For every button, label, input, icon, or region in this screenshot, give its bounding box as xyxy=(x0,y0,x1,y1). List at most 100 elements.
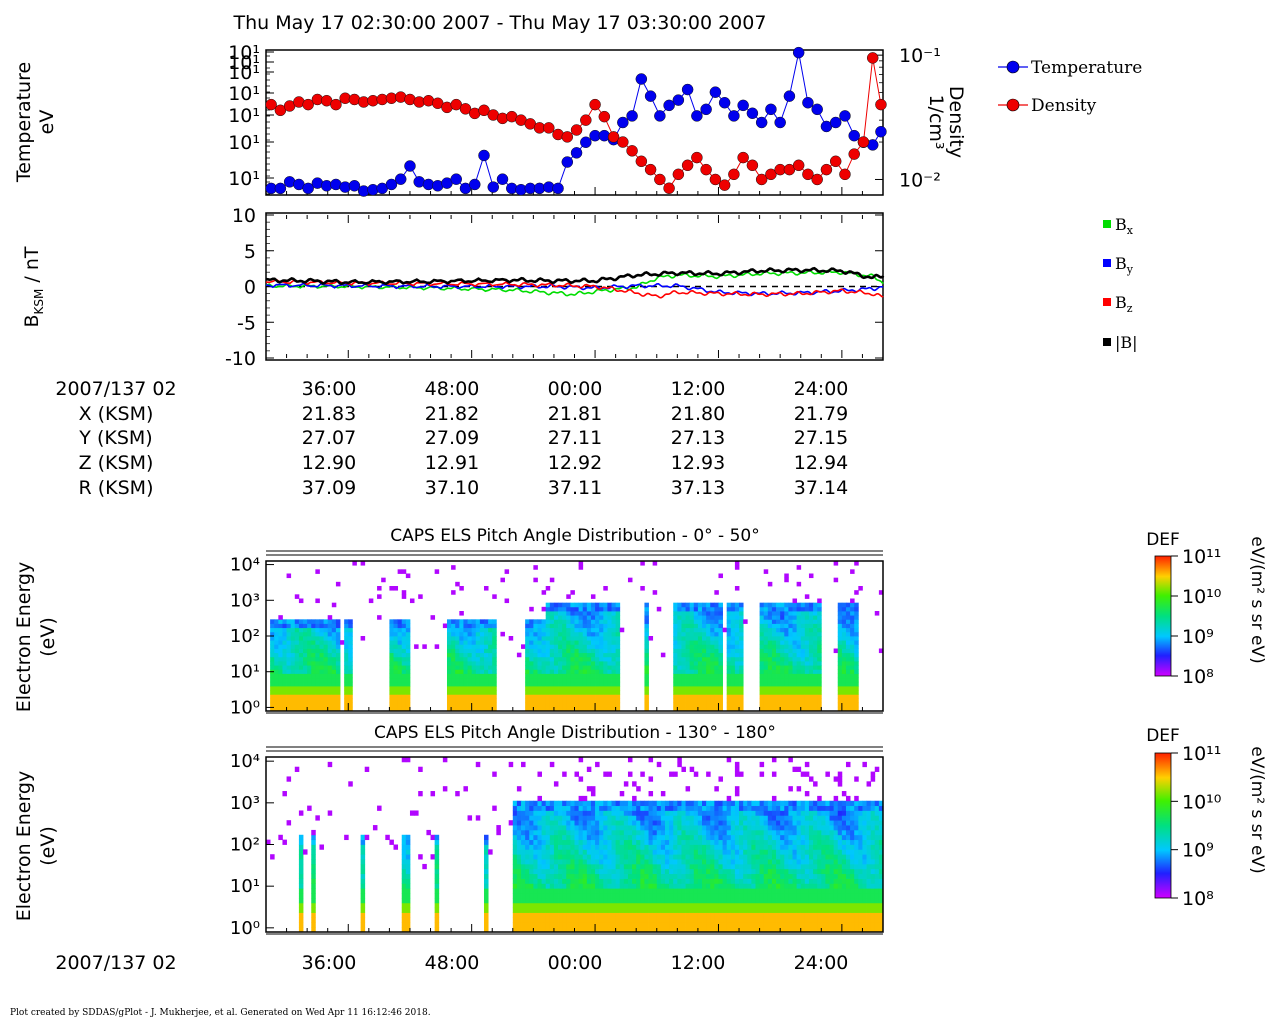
spectrogram-cell xyxy=(537,825,542,830)
spectrogram-cell xyxy=(278,661,283,666)
spectrogram-cell xyxy=(727,757,732,762)
spectrogram-cell xyxy=(673,628,678,633)
spectrogram-cell xyxy=(616,874,621,879)
spectrogram-cell xyxy=(575,649,580,654)
spectrogram-cell xyxy=(813,649,818,654)
spectrogram-cell xyxy=(472,694,477,699)
spectrogram-cell xyxy=(698,624,703,629)
spectrogram-cell xyxy=(319,665,324,670)
spectrogram-cell xyxy=(776,686,781,691)
spectrogram-cell xyxy=(681,649,686,654)
spectrogram-cell xyxy=(307,699,312,704)
spectrogram-cell xyxy=(673,898,678,903)
spectrogram-cell xyxy=(570,864,575,869)
spectrogram-cell xyxy=(612,806,617,811)
spectrogram-cell xyxy=(838,628,843,633)
spectrogram-cell xyxy=(303,628,308,633)
spectrogram-cell xyxy=(583,864,588,869)
spectrogram-cell xyxy=(583,682,588,687)
bx-legend-label: Bx xyxy=(1115,215,1134,237)
spectrogram-cell xyxy=(644,694,649,699)
temperature-point xyxy=(497,174,508,185)
spectrogram-cell xyxy=(776,825,781,830)
spectrogram-cell xyxy=(533,854,538,859)
spectrogram-cell xyxy=(295,628,300,633)
spectrogram-cell xyxy=(459,636,464,641)
spectrogram-cell xyxy=(755,888,760,893)
spectrogram-cell xyxy=(463,619,468,624)
spectrogram-cell xyxy=(328,694,333,699)
spectrogram-cell xyxy=(583,835,588,840)
spectrogram-cell xyxy=(451,674,456,679)
spectrogram-cell xyxy=(677,830,682,835)
spectrogram-cell xyxy=(558,686,563,691)
spectrogram-cell xyxy=(562,913,567,918)
spectrogram-cell xyxy=(558,682,563,687)
spectrogram-cell xyxy=(690,644,695,649)
spectrogram-cell xyxy=(562,669,567,674)
spectrogram-cell xyxy=(595,830,600,835)
spectrogram-cell xyxy=(854,686,859,691)
spectrogram-cell xyxy=(402,594,407,599)
spectrogram-cell xyxy=(546,830,551,835)
spectrogram-cell xyxy=(451,694,456,699)
spectrogram-cell xyxy=(632,869,637,874)
spectrogram-cell xyxy=(620,893,625,898)
spectrogram-cell xyxy=(583,854,588,859)
spectrogram-cell xyxy=(583,619,588,624)
spectrogram-cell xyxy=(797,903,802,908)
spectrogram-cell xyxy=(583,898,588,903)
spectrogram-cell xyxy=(690,864,695,869)
spectrogram-cell xyxy=(760,854,765,859)
spectrogram-cell xyxy=(764,657,769,662)
spectrogram-cell xyxy=(575,835,580,840)
spectrogram-cell xyxy=(673,879,678,884)
spectrogram-cell xyxy=(735,825,740,830)
spectrogram-cell xyxy=(702,840,707,845)
spectrogram-cell xyxy=(801,636,806,641)
spectrogram-cell xyxy=(521,903,526,908)
spectrogram-cell xyxy=(550,669,555,674)
spectrogram-cell xyxy=(620,903,625,908)
spectrogram-cell xyxy=(505,599,510,604)
spectrogram-cell xyxy=(529,908,534,913)
spectrogram-cell xyxy=(735,874,740,879)
spectrogram-cell xyxy=(336,628,341,633)
spectrogram-cell xyxy=(315,686,320,691)
spectrogram-cell xyxy=(686,640,691,645)
spectrogram-cell xyxy=(402,649,407,654)
spectrogram-cell xyxy=(274,665,279,670)
spectrogram-cell xyxy=(455,682,460,687)
spectrogram-cell xyxy=(299,694,304,699)
spectrogram-cell xyxy=(554,632,559,637)
spectrogram-cell xyxy=(657,893,662,898)
spectrogram-cell xyxy=(587,883,592,888)
spectrogram-cell xyxy=(649,840,654,845)
spectrogram-cell xyxy=(603,845,608,850)
spectrogram-cell xyxy=(768,820,773,825)
spectrogram-cell xyxy=(583,615,588,620)
spectrogram-cell xyxy=(348,703,353,708)
spectrogram-cell xyxy=(278,636,283,641)
spectrogram-cell xyxy=(755,903,760,908)
temperature-legend-marker xyxy=(1007,61,1019,73)
density-point xyxy=(543,122,554,133)
spectrogram-cell xyxy=(554,607,559,612)
spectrogram-cell xyxy=(616,888,621,893)
spectrogram-cell xyxy=(797,908,802,913)
spectrogram-cell xyxy=(628,859,633,864)
spectrogram-cell xyxy=(644,636,649,641)
spectrogram-cell xyxy=(632,874,637,879)
spectrogram-cell xyxy=(788,810,793,815)
spectrogram-cell xyxy=(513,913,518,918)
spectrogram-cell xyxy=(686,653,691,658)
spectrogram-cell xyxy=(616,686,621,691)
spectrogram-cell xyxy=(640,854,645,859)
spectrogram-cell xyxy=(533,694,538,699)
spectrogram-cell xyxy=(698,830,703,835)
spectrogram-cell xyxy=(472,632,477,637)
spectrogram-cell xyxy=(653,830,658,835)
spectrogram-0-50-ylabel: Electron Energy xyxy=(13,562,35,713)
spectrogram-cell xyxy=(760,840,765,845)
spectrogram-cell xyxy=(772,624,777,629)
